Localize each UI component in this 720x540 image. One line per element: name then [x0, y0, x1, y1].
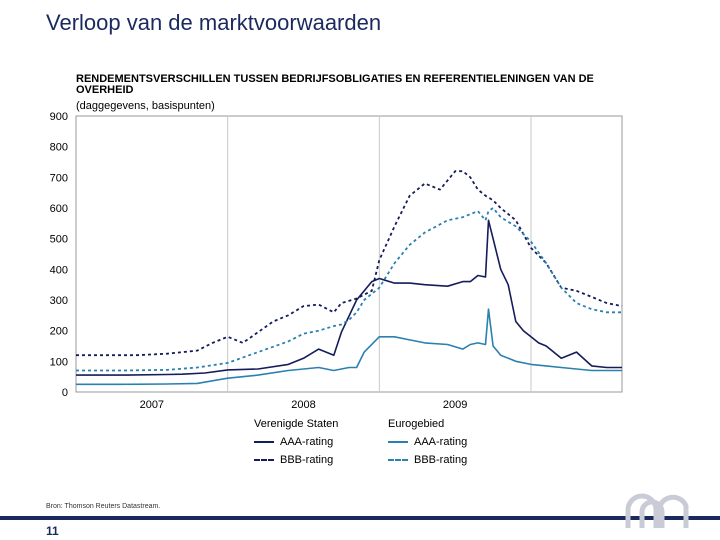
chart-title: RENDEMENTSVERSCHILLEN TUSSEN BEDRIJFSOBL…	[76, 73, 594, 96]
y-tick-label-100: 100	[50, 356, 68, 368]
chart-subtitle: (daggegevens, basispunten)	[76, 100, 215, 112]
y-tick-label-0: 0	[62, 387, 68, 399]
legend-ea-aaa-swatch	[388, 441, 408, 443]
legend-ea-title: Eurogebied	[388, 418, 445, 430]
x-tick-label-2007: 2007	[140, 399, 164, 411]
legend-us-title: Verenigde Staten	[254, 418, 339, 430]
legend-us-aaa-label: AAA-rating	[280, 436, 334, 448]
series-line-verenigde-staten-bbb-rating	[76, 170, 623, 357]
x-tick-label-2008: 2008	[291, 399, 315, 411]
series-line-eurogebied-bbb-rating	[76, 207, 622, 372]
footer-bar	[0, 516, 720, 520]
series-line-verenigde-staten-aaa-rating	[76, 219, 622, 376]
legend-us-bbb-swatch	[254, 459, 274, 461]
legend-us-aaa-swatch	[254, 441, 274, 443]
legend-ea-bbb-label: BBB-rating	[414, 454, 468, 466]
y-tick-label-500: 500	[50, 234, 68, 246]
y-tick-label-200: 200	[50, 326, 68, 338]
legend-ea-aaa-label: AAA-rating	[414, 436, 468, 448]
series-line-eurogebied-aaa-rating	[76, 308, 622, 386]
legend-ea-bbb: BBB-rating	[388, 454, 467, 466]
legend-us-bbb: BBB-rating	[254, 454, 333, 466]
plot-border	[75, 115, 623, 393]
y-tick-label-800: 800	[50, 142, 68, 154]
y-tick-label-400: 400	[50, 264, 68, 276]
source-note: Bron: Thomson Reuters Datastream.	[46, 503, 161, 510]
legend-us-bbb-label: BBB-rating	[280, 454, 334, 466]
x-tick-label-2009: 2009	[443, 399, 467, 411]
legend-ea-aaa: AAA-rating	[388, 436, 467, 448]
y-tick-label-700: 700	[50, 172, 68, 184]
y-tick-label-600: 600	[50, 203, 68, 215]
y-tick-label-900: 900	[50, 111, 68, 123]
legend-us-aaa: AAA-rating	[254, 436, 333, 448]
slide-title: Verloop van de marktvoorwaarden	[46, 10, 382, 35]
ecb-logo-icon	[625, 493, 689, 528]
legend-ea-bbb-swatch	[388, 459, 408, 461]
page-number: 11	[46, 524, 59, 538]
y-tick-label-300: 300	[50, 295, 68, 307]
